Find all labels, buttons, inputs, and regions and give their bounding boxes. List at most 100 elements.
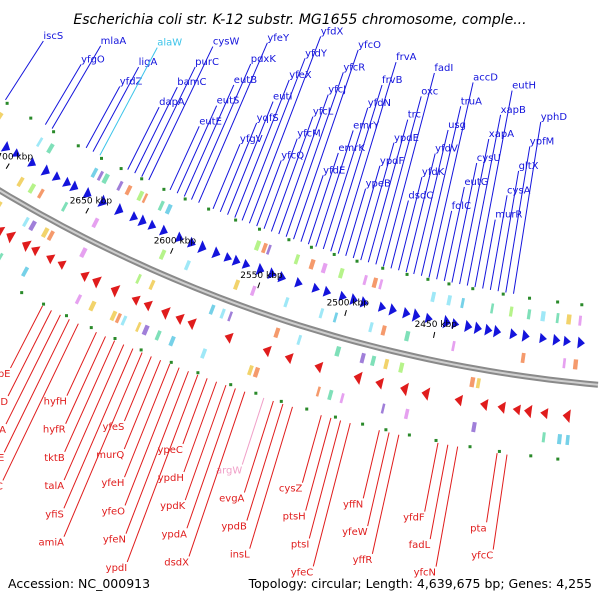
reverse-class-block [141, 324, 150, 336]
marker-dot [361, 422, 365, 426]
gene-label: pdxK [251, 54, 277, 65]
gene-label: yfeX [289, 70, 312, 81]
label-leader [398, 177, 423, 271]
gene-label: yffR [353, 555, 373, 566]
reverse-feature [92, 276, 102, 289]
marker-dot [196, 371, 200, 375]
map-title: Escherichia coli str. K-12 substr. MG165… [73, 12, 526, 28]
forward-feature [129, 211, 139, 222]
topology-label: Topology: circular; Length: 4,639,675 bp… [248, 576, 592, 591]
marker-dot [20, 291, 24, 295]
label-leader [246, 403, 284, 521]
label-leader [234, 79, 290, 218]
forward-feature [255, 262, 265, 276]
label-leader [451, 162, 478, 283]
label-leader [337, 61, 397, 254]
gene-label: evgA [219, 494, 244, 505]
forward-class-block [293, 254, 301, 265]
label-leader [513, 121, 542, 294]
inner-class-block [520, 352, 526, 364]
reverse-feature [57, 260, 67, 270]
marker-dot [162, 187, 166, 191]
label-leader [123, 356, 152, 422]
forward-class-block [566, 314, 572, 325]
gene-label: eutG [464, 177, 488, 188]
kbp-tick [5, 163, 10, 169]
reverse-class-block [135, 321, 142, 333]
reverse-feature [524, 404, 533, 419]
gene-label: alaW [157, 38, 182, 49]
label-leader [186, 388, 236, 529]
kbp-label: 2600 kbp [154, 237, 197, 247]
gene-label: yfdY [305, 48, 328, 59]
kbp-tick [344, 310, 347, 317]
forward-feature [11, 148, 21, 157]
forward-feature [539, 332, 547, 344]
gene-label: emrK [338, 143, 365, 154]
accession-label: Accession: NC_000913 [8, 576, 150, 591]
outer-class-block [79, 247, 88, 259]
label-leader [184, 384, 227, 501]
forward-class-block [378, 279, 384, 290]
reverse-feature [161, 307, 171, 320]
marker-dot [207, 207, 211, 211]
forward-class-block [446, 295, 453, 306]
gene-label: trc [408, 110, 421, 121]
marker-dot [501, 292, 505, 296]
gene-label: dapA [159, 97, 185, 108]
label-leader [134, 86, 178, 174]
forward-class-block [90, 167, 99, 179]
gene-labels: iscSyfgOmlaAyfdZligAalaWdapAbamCpurCcysW… [0, 26, 567, 578]
gene-label: cysW [213, 37, 240, 48]
gene-label: ypdH [158, 473, 184, 484]
gene-label: yfdE [323, 165, 345, 176]
gene-label: ypdE [394, 133, 419, 144]
label-leader [352, 165, 381, 259]
gene-label: ypdA [161, 529, 187, 540]
marker-dot [52, 130, 56, 134]
gene-label: yffN [343, 499, 363, 510]
forward-feature [563, 335, 571, 347]
label-leader [466, 114, 502, 286]
reverse-feature [314, 361, 324, 374]
inner-class-block [404, 330, 411, 342]
label-leader [5, 314, 61, 425]
outer-class-block [359, 352, 366, 364]
label-leader [256, 160, 282, 227]
label-leader [63, 344, 125, 481]
label-leader [278, 94, 329, 235]
outer-class-block [0, 201, 3, 208]
gene-label: eutH [512, 81, 536, 92]
reverse-class-block [88, 300, 97, 312]
gene-label: yfgV [240, 134, 263, 145]
reverse-class-block [565, 434, 570, 446]
forward-feature [241, 258, 251, 269]
gene-label: yfeN [103, 535, 126, 546]
gene-label: iscS [43, 31, 63, 42]
label-leader [198, 42, 268, 203]
kbp-tick [85, 207, 90, 214]
inner-class-block [232, 279, 241, 291]
label-leader [44, 64, 82, 125]
label-leader [183, 381, 218, 473]
outer-class-block [334, 345, 342, 357]
marker-dot [183, 197, 187, 201]
forward-feature [349, 293, 358, 305]
gene-label: yfeS [102, 422, 124, 433]
gene-label: frvA [396, 52, 417, 63]
forward-class-block [526, 309, 532, 320]
gene-label: hyfA [0, 425, 6, 436]
marker-dot [528, 296, 532, 300]
reverse-class-block [168, 335, 176, 347]
kbp-tick [170, 248, 174, 254]
gene-label: hyfH [44, 397, 67, 408]
inner-class-block [36, 188, 45, 199]
forward-feature [359, 296, 369, 308]
marker-dot [169, 360, 173, 364]
marker-dot [471, 287, 475, 291]
forward-class-block [260, 242, 268, 254]
forward-feature [186, 236, 196, 248]
label-leader [141, 66, 196, 177]
label-leader [219, 122, 258, 212]
label-leader [63, 348, 134, 509]
